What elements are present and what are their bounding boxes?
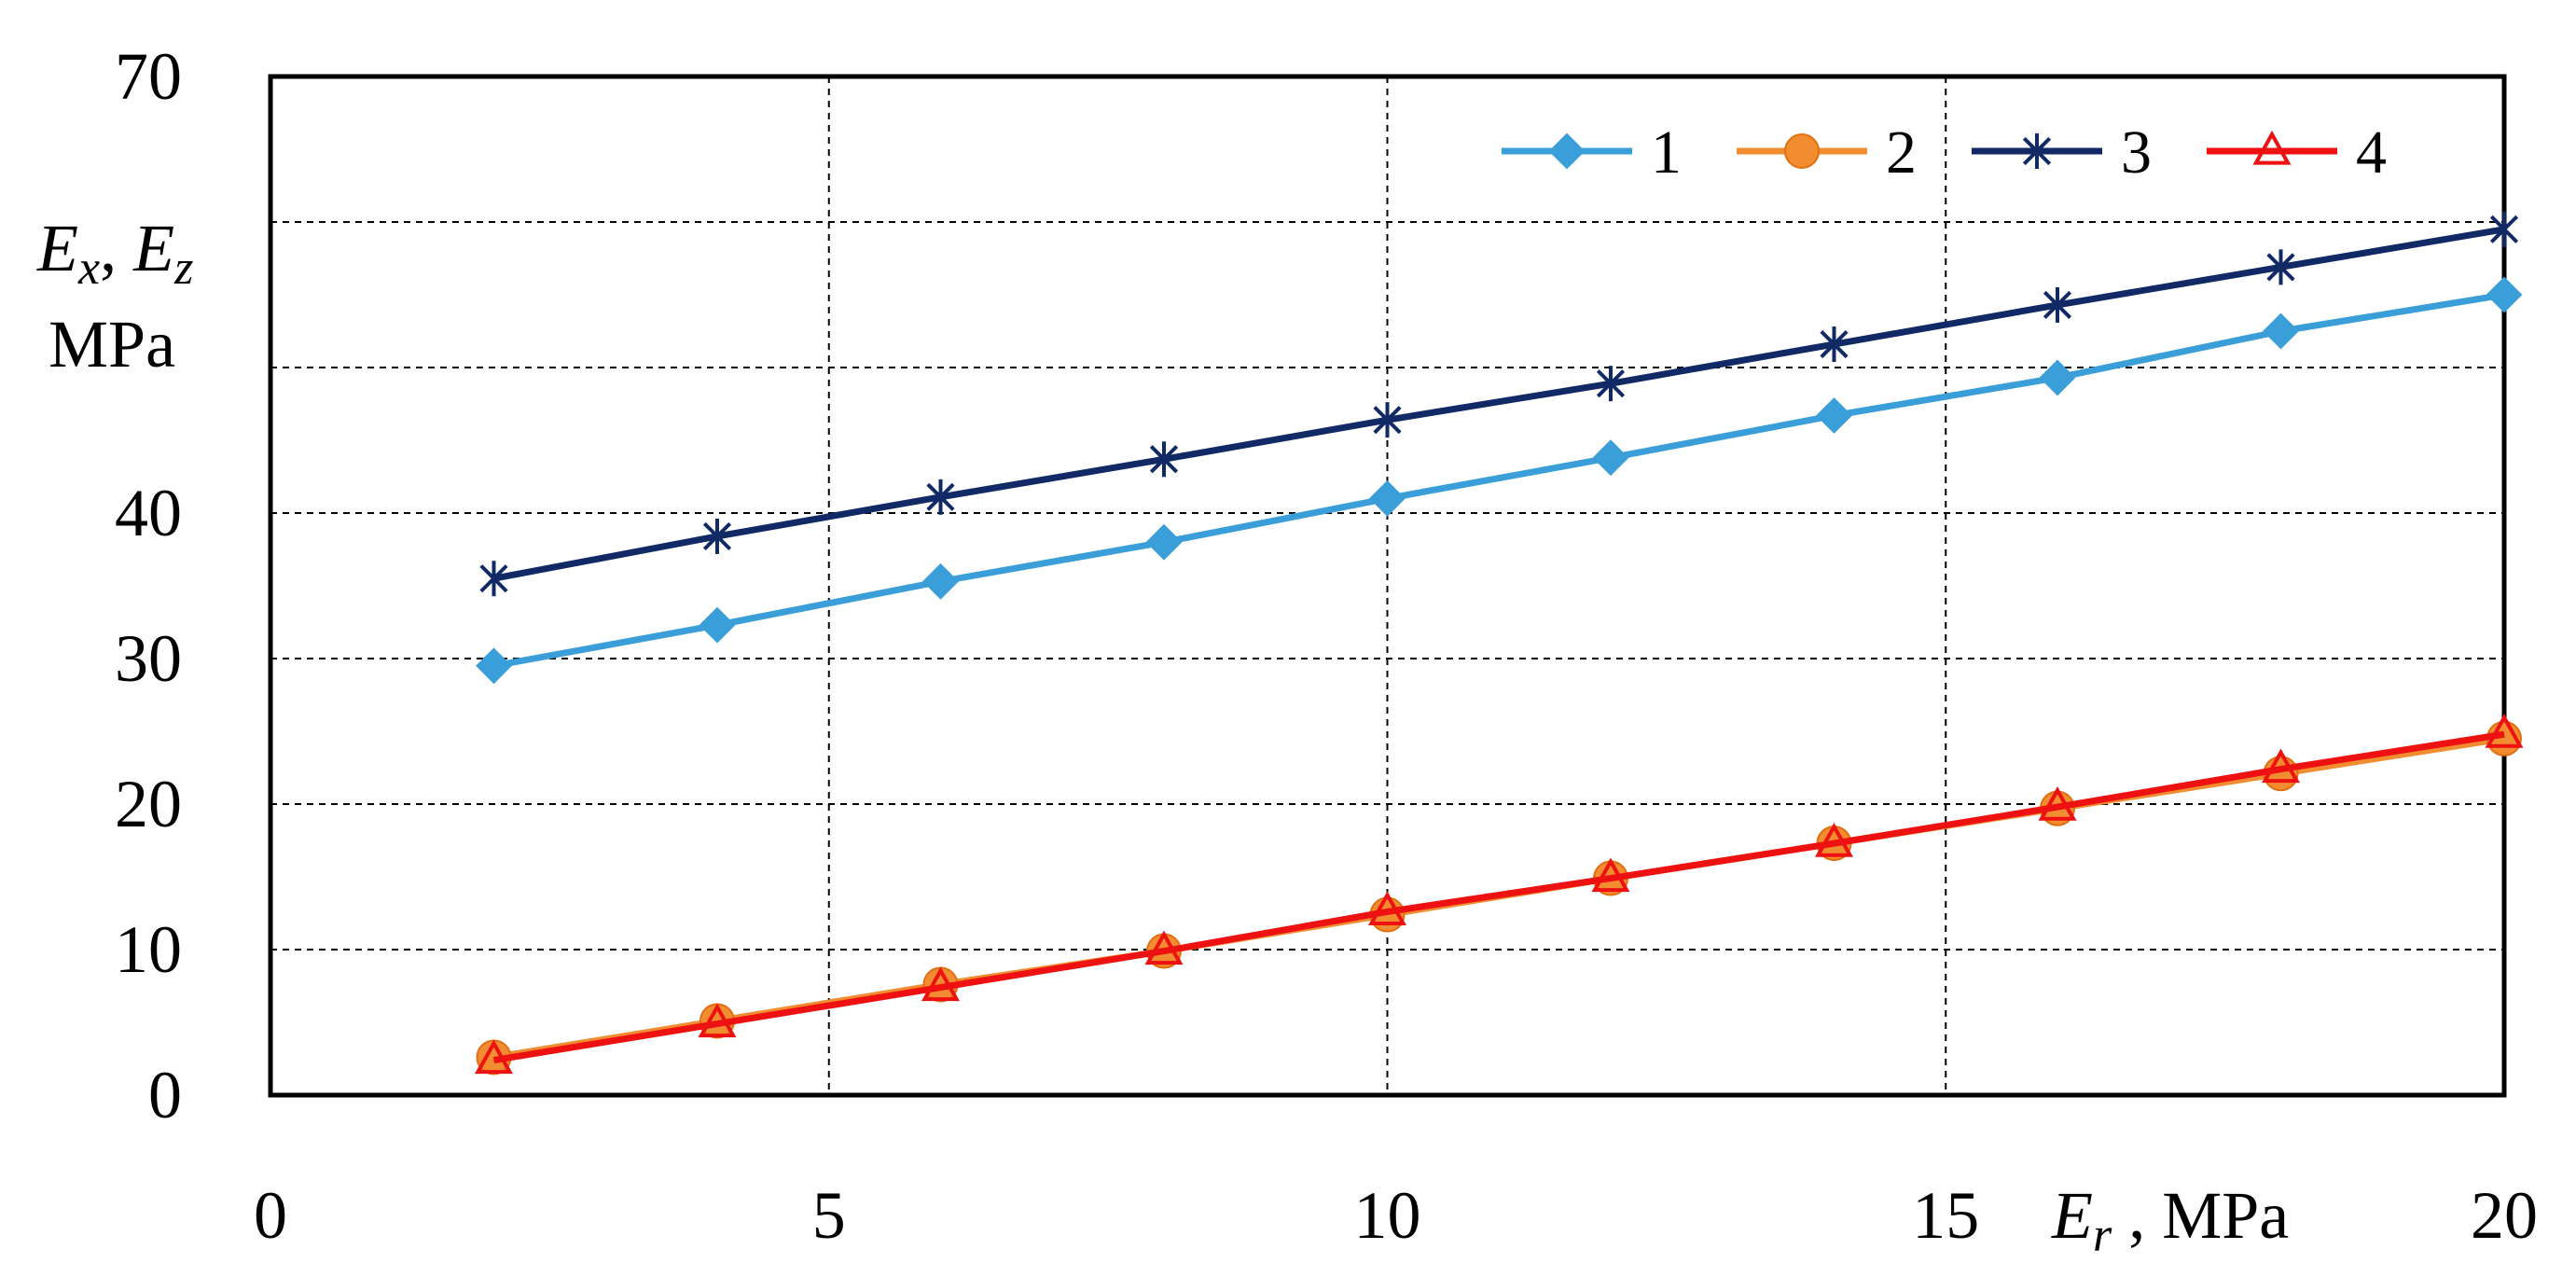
legend-item-1: 1 <box>1502 118 1682 187</box>
data-point-marker <box>2039 359 2076 396</box>
series-3 <box>479 211 2519 597</box>
legend-label: 3 <box>2121 118 2152 187</box>
data-point-marker <box>922 562 959 600</box>
data-point-marker <box>2489 211 2519 247</box>
legend-item-3: 3 <box>1972 118 2152 187</box>
data-point-marker <box>1784 133 1820 169</box>
data-point-marker <box>1369 479 1406 517</box>
x-tick-label: 20 <box>2471 1178 2538 1253</box>
legend-item-2: 2 <box>1737 118 1917 187</box>
data-point-marker <box>1592 439 1629 477</box>
legend-label: 4 <box>2356 118 2387 187</box>
data-point-marker <box>2038 786 2077 821</box>
data-point-marker <box>1820 326 1849 363</box>
data-point-marker <box>1591 857 1630 893</box>
data-point-marker <box>479 561 508 597</box>
x-tick-label: 10 <box>1354 1178 1421 1253</box>
plot-area-frame <box>268 74 2507 1098</box>
data-point-marker <box>2252 130 2292 165</box>
data-point-marker <box>1548 132 1586 170</box>
series-1 <box>476 276 2523 685</box>
legend: 1 2 3 4 <box>1502 118 2387 187</box>
tick-labels: 0 5 10 15 20 0 10 20 30 40 70 <box>115 39 2538 1253</box>
data-point-marker <box>1144 930 1184 965</box>
x-tick-label: 5 <box>812 1178 846 1253</box>
data-point-marker <box>1814 823 1854 857</box>
x-axis-title: Er , MPa <box>2051 1178 2289 1262</box>
data-point-marker <box>474 1039 514 1075</box>
data-point-marker <box>1816 397 1852 434</box>
y-tick-label: 30 <box>115 621 182 696</box>
data-point-marker <box>2022 133 2052 169</box>
data-point-marker <box>2261 748 2301 784</box>
y-axis-unit: MPa <box>48 307 175 382</box>
data-point-marker <box>699 606 736 644</box>
data-point-marker <box>476 647 512 685</box>
series-4 <box>474 714 2524 1075</box>
series-line <box>492 730 2505 1064</box>
data-point-marker <box>2485 714 2524 748</box>
legend-item-4: 4 <box>2207 118 2387 187</box>
legend-label: 1 <box>1651 118 1682 187</box>
y-tick-label: 10 <box>115 912 182 987</box>
data-point-marker <box>2043 286 2072 323</box>
data-point-marker <box>2266 249 2295 285</box>
y-tick-label: 70 <box>115 39 182 114</box>
data-point-marker <box>1145 523 1183 561</box>
data-point-marker <box>1596 366 1626 402</box>
data-point-marker <box>702 518 732 554</box>
data-point-marker <box>1373 402 1402 438</box>
y-tick-label: 40 <box>115 476 182 550</box>
data-point-marker <box>698 1003 737 1038</box>
data-point-marker <box>926 479 955 515</box>
x-tick-label: 15 <box>1912 1178 1979 1253</box>
y-tick-label: 20 <box>115 767 182 841</box>
series-line <box>492 291 2505 670</box>
y-tick-label: 0 <box>148 1058 182 1132</box>
data-point-marker <box>2263 312 2299 350</box>
series-layer <box>474 211 2524 1076</box>
grid-lines <box>270 76 2504 1095</box>
series-line <box>492 226 2505 582</box>
data-point-marker <box>1149 441 1179 478</box>
x-tick-label: 0 <box>254 1178 287 1253</box>
y-axis-title: Ex, Ez <box>36 211 193 295</box>
data-point-marker <box>1367 891 1407 926</box>
legend-label: 2 <box>1886 118 1917 187</box>
data-point-marker <box>921 966 961 1002</box>
data-point-marker <box>2486 276 2523 313</box>
